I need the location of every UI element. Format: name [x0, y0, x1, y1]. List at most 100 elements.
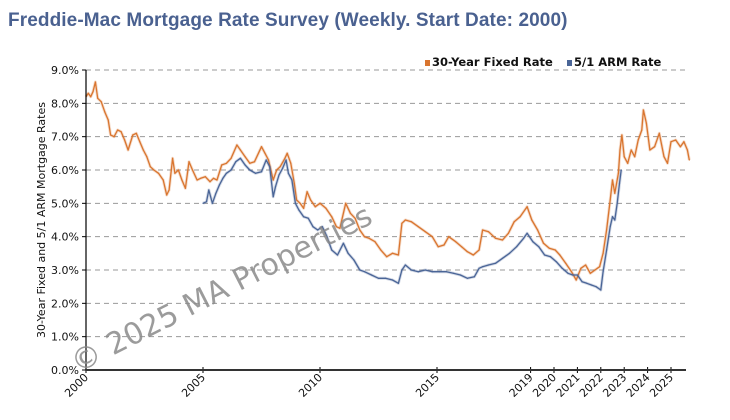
data-point [149, 166, 151, 168]
data-point [594, 269, 596, 271]
data-point [380, 249, 382, 251]
data-point [555, 261, 557, 263]
data-point [417, 271, 419, 273]
y-tick-label: 4.0% [51, 231, 79, 244]
data-point [523, 237, 525, 239]
data-point [590, 284, 593, 286]
legend-swatch-30yr-fixed [425, 60, 430, 66]
data-point [494, 237, 497, 239]
data-point [611, 179, 614, 181]
data-point [614, 192, 616, 194]
data-point [542, 242, 545, 244]
data-point [438, 271, 440, 273]
data-point [386, 256, 388, 258]
data-point [561, 267, 563, 269]
data-point [641, 129, 643, 131]
data-point [537, 229, 539, 231]
data-point [359, 229, 361, 231]
data-point [616, 202, 618, 204]
y-axis-title: 30-Year Fixed and 5/1 ARM Mortgage Rates [35, 102, 48, 338]
data-point [526, 232, 528, 234]
data-point [260, 146, 263, 148]
data-point [312, 226, 314, 228]
data-point [658, 132, 660, 134]
data-point [142, 149, 144, 151]
y-tick-label: 5.0% [51, 197, 79, 210]
data-point [437, 246, 439, 248]
data-point [349, 212, 351, 214]
data-point [347, 252, 349, 254]
data-point [404, 264, 406, 266]
x-tick-label: 2015 [413, 371, 442, 400]
data-point [606, 229, 608, 231]
data-point [549, 256, 552, 258]
data-point [196, 179, 198, 181]
data-point [404, 219, 406, 221]
data-point [602, 252, 604, 254]
data-point [599, 266, 601, 268]
data-point [642, 109, 645, 111]
data-point [634, 156, 636, 158]
data-point [331, 216, 333, 218]
y-tick-label: 0.0% [51, 364, 79, 377]
series-halo [84, 80, 691, 282]
data-point [244, 156, 246, 158]
data-point [620, 169, 622, 171]
data-point [384, 277, 387, 279]
data-point [230, 157, 232, 159]
data-point [204, 176, 206, 178]
data-point [120, 131, 122, 133]
data-point [448, 236, 450, 238]
data-point [354, 217, 356, 219]
data-point [117, 129, 119, 131]
data-point [293, 182, 295, 184]
data-point [377, 277, 380, 279]
data-point [609, 226, 611, 228]
data-point [110, 134, 112, 136]
y-tick-label: 6.0% [51, 164, 79, 177]
data-point [191, 169, 194, 171]
data-point [368, 237, 370, 239]
data-point [602, 271, 604, 273]
data-point [188, 161, 190, 163]
data-point [401, 222, 403, 224]
data-point [94, 81, 96, 83]
data-point [487, 231, 490, 233]
data-point [353, 259, 355, 261]
data-point [319, 202, 321, 204]
data-point [336, 254, 339, 256]
data-point [104, 111, 106, 113]
data-point [287, 172, 289, 174]
data-point [401, 269, 403, 271]
data-point [321, 226, 323, 228]
data-point [211, 202, 213, 204]
data-point [331, 249, 333, 251]
data-point [100, 101, 102, 103]
data-point [272, 196, 274, 198]
x-tick-label: 2024 [624, 371, 653, 400]
data-point [359, 269, 361, 271]
data-point [235, 161, 237, 163]
data-point [291, 179, 293, 181]
y-tick-label: 3.0% [51, 264, 79, 277]
data-point [627, 162, 629, 164]
data-point [370, 274, 373, 276]
data-point [87, 92, 89, 94]
data-point [317, 229, 319, 231]
data-point [559, 254, 561, 256]
x-tick-label: 2023 [600, 371, 629, 400]
data-point [132, 134, 134, 136]
series-lines [84, 80, 691, 292]
data-point [649, 149, 651, 151]
data-point [139, 141, 141, 143]
data-point [621, 134, 623, 136]
chart-title: Freddie-Mac Mortgage Rate Survey (Weekly… [8, 10, 568, 31]
data-point [391, 252, 394, 254]
data-point [575, 279, 577, 281]
data-point [216, 179, 218, 181]
data-point [269, 166, 271, 168]
data-point [212, 177, 215, 179]
data-point [623, 156, 625, 158]
x-tick-label: 2019 [507, 371, 536, 400]
